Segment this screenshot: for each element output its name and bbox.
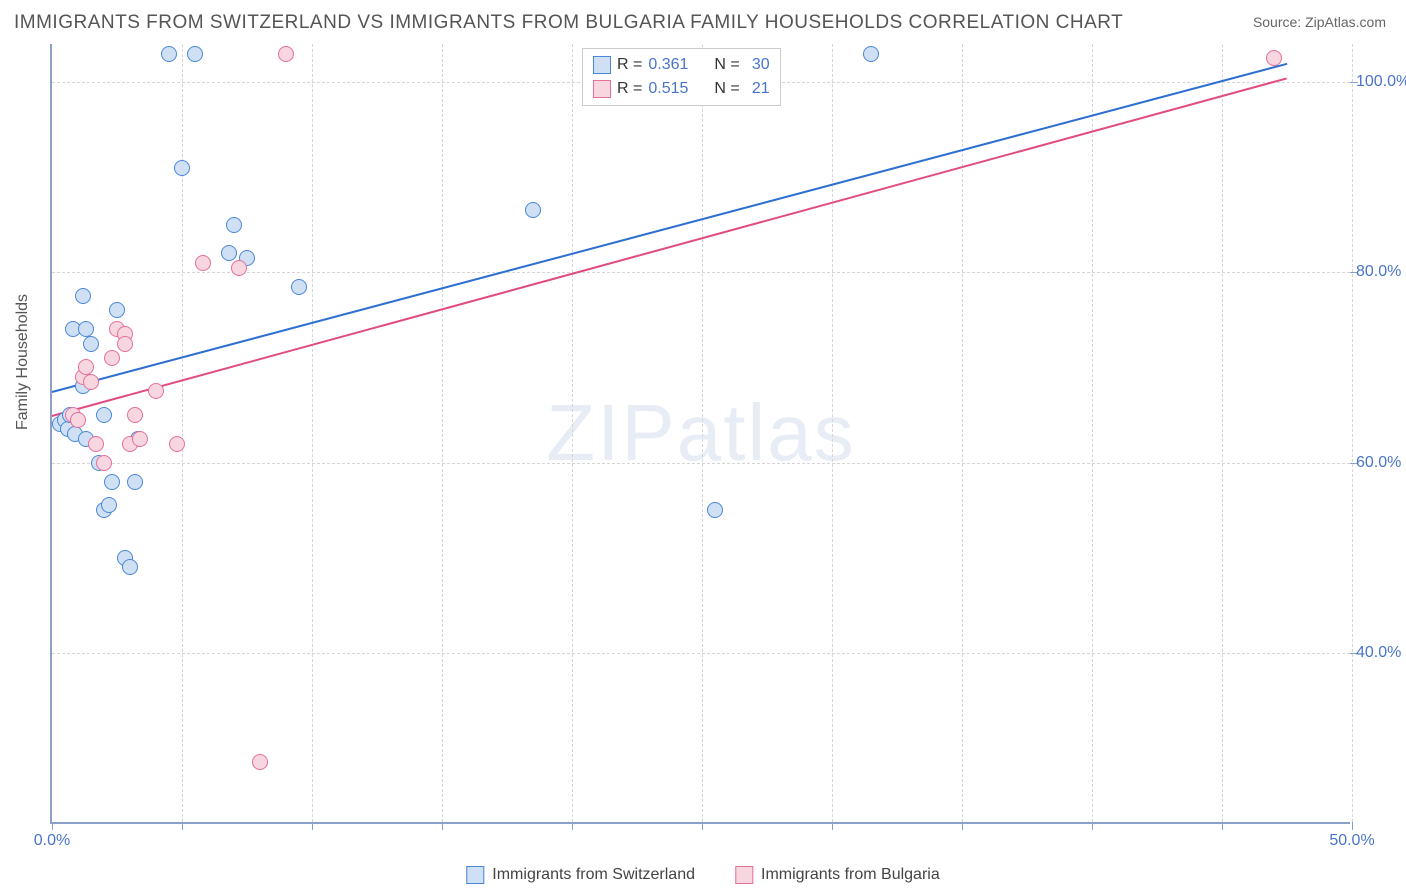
source-label: Source: ZipAtlas.com <box>1253 14 1386 30</box>
xtick-mark <box>702 822 703 830</box>
scatter-point <box>252 754 268 770</box>
legend-swatch <box>466 866 484 884</box>
scatter-point <box>195 255 211 271</box>
scatter-point <box>70 412 86 428</box>
scatter-point <box>169 436 185 452</box>
ytick-label: 40.0% <box>1356 644 1406 662</box>
xtick-mark <box>52 822 53 830</box>
legend-label: Immigrants from Switzerland <box>492 866 695 884</box>
legend-n-label: N = <box>714 56 739 74</box>
scatter-point <box>88 436 104 452</box>
scatter-point <box>109 302 125 318</box>
ytick-label: 100.0% <box>1356 73 1406 91</box>
xtick-mark <box>1222 822 1223 830</box>
xtick-mark <box>832 822 833 830</box>
legend-label: Immigrants from Bulgaria <box>761 866 940 884</box>
stats-legend-row: R = 0.515 N = 21 <box>593 77 770 101</box>
gridline-v <box>442 44 443 822</box>
scatter-point <box>148 383 164 399</box>
legend-n-label: N = <box>714 80 739 98</box>
scatter-point <box>161 46 177 62</box>
plot-area: ZIPatlas 40.0%60.0%80.0%100.0%0.0%50.0%R… <box>50 44 1350 824</box>
legend-r-label: R = <box>617 80 642 98</box>
legend-swatch <box>593 56 611 74</box>
xtick-label: 50.0% <box>1329 832 1374 850</box>
scatter-point <box>221 245 237 261</box>
legend-r-label: R = <box>617 56 642 74</box>
scatter-point <box>83 336 99 352</box>
gridline-v <box>1222 44 1223 822</box>
bottom-legend-item: Immigrants from Switzerland <box>466 866 695 884</box>
xtick-mark <box>1092 822 1093 830</box>
watermark: ZIPatlas <box>546 387 855 479</box>
scatter-point <box>291 279 307 295</box>
xtick-mark <box>442 822 443 830</box>
gridline-h <box>52 272 1350 273</box>
legend-swatch <box>593 80 611 98</box>
xtick-mark <box>1352 822 1353 830</box>
scatter-point <box>1266 50 1282 66</box>
scatter-point <box>226 217 242 233</box>
xtick-mark <box>312 822 313 830</box>
scatter-point <box>104 474 120 490</box>
scatter-point <box>96 407 112 423</box>
stats-legend: R = 0.361 N = 30 R = 0.515 N = 21 <box>582 48 781 106</box>
xtick-label: 0.0% <box>34 832 70 850</box>
trend-line <box>52 77 1288 417</box>
legend-swatch <box>735 866 753 884</box>
gridline-h <box>52 653 1350 654</box>
ytick-label: 60.0% <box>1356 454 1406 472</box>
bottom-legend: Immigrants from Switzerland Immigrants fr… <box>466 866 939 884</box>
scatter-point <box>863 46 879 62</box>
gridline-h <box>52 463 1350 464</box>
stats-legend-row: R = 0.361 N = 30 <box>593 53 770 77</box>
scatter-point <box>187 46 203 62</box>
scatter-point <box>174 160 190 176</box>
bottom-legend-item: Immigrants from Bulgaria <box>735 866 940 884</box>
legend-r-value: 0.361 <box>648 56 698 74</box>
scatter-point <box>104 350 120 366</box>
gridline-v <box>1352 44 1353 822</box>
gridline-v <box>312 44 313 822</box>
scatter-point <box>101 497 117 513</box>
scatter-point <box>83 374 99 390</box>
gridline-v <box>962 44 963 822</box>
legend-n-value: 21 <box>746 80 770 98</box>
scatter-point <box>707 502 723 518</box>
chart-title: IMMIGRANTS FROM SWITZERLAND VS IMMIGRANT… <box>14 12 1123 34</box>
legend-r-value: 0.515 <box>648 80 698 98</box>
gridline-v <box>1092 44 1093 822</box>
xtick-mark <box>962 822 963 830</box>
scatter-point <box>75 288 91 304</box>
scatter-point <box>525 202 541 218</box>
scatter-point <box>96 455 112 471</box>
scatter-point <box>122 559 138 575</box>
scatter-point <box>127 407 143 423</box>
y-axis-title: Family Households <box>14 294 32 430</box>
gridline-v <box>702 44 703 822</box>
ytick-label: 80.0% <box>1356 263 1406 281</box>
legend-n-value: 30 <box>746 56 770 74</box>
xtick-mark <box>572 822 573 830</box>
scatter-point <box>278 46 294 62</box>
xtick-mark <box>182 822 183 830</box>
scatter-point <box>117 336 133 352</box>
gridline-v <box>572 44 573 822</box>
scatter-point <box>132 431 148 447</box>
gridline-v <box>832 44 833 822</box>
scatter-point <box>127 474 143 490</box>
scatter-point <box>231 260 247 276</box>
